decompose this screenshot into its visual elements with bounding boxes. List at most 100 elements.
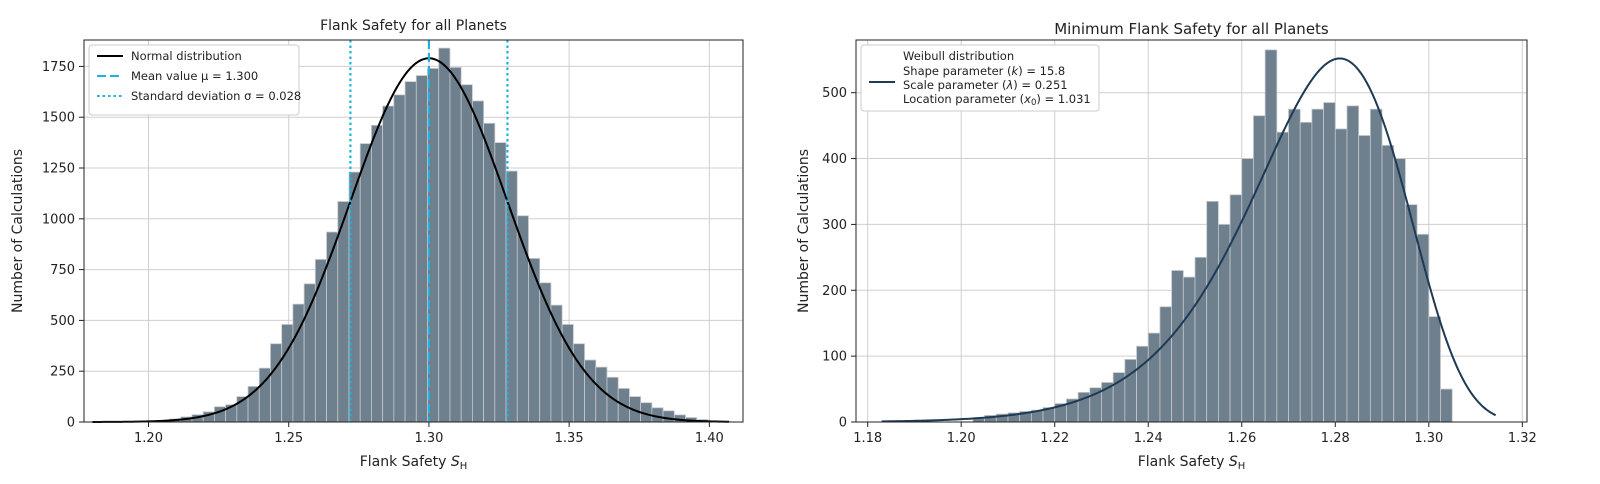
x-tick-label: 1.18 [853, 431, 882, 446]
histogram-bar [1147, 332, 1161, 423]
histogram-bar [449, 67, 462, 423]
y-tick-label: 400 [822, 152, 847, 167]
histogram-bar [662, 410, 675, 423]
histogram-bar [1311, 108, 1324, 423]
fit-curve-line [881, 57, 1497, 423]
y-tick-label: 100 [822, 350, 847, 365]
axes-frame [855, 39, 1528, 423]
x-tick-label: 1.22 [1040, 431, 1069, 446]
histogram-bar [572, 343, 585, 423]
x-tick-label: 1.32 [1508, 431, 1537, 446]
histogram-bar [1124, 359, 1137, 423]
legend-weibull-param: Location parameter (x0) = 1.031 [903, 92, 1091, 108]
histogram-bar [1171, 270, 1184, 423]
y-axis-label: Number of Calculations [796, 149, 812, 313]
histogram-bar [438, 47, 451, 423]
x-tick-label: 1.20 [134, 431, 163, 446]
legend-weibull-param: Scale parameter (λ) = 0.251 [903, 78, 1068, 92]
histogram-bar [1323, 102, 1336, 423]
histogram-bar [348, 171, 361, 423]
y-tick-label: 1500 [42, 111, 75, 126]
histogram-bar [1346, 105, 1360, 423]
histogram-bar [483, 122, 496, 423]
y-tick-label: 1250 [42, 162, 75, 177]
x-tick-label: 1.35 [555, 431, 584, 446]
x-tick-label: 1.40 [695, 431, 724, 446]
legend-mean-label: Mean value μ = 1.300 [131, 69, 258, 83]
histogram-bar [1182, 276, 1196, 423]
histogram-bar [1264, 49, 1278, 423]
chart-panel-1: 1.20 1.25 1.30 1.35 1.40 0 250 500 750 1000 1250 15… [10, 18, 744, 472]
y-tick-label: 1000 [42, 212, 75, 227]
y-tick-label: 750 [50, 263, 75, 278]
histogram-bar [415, 75, 428, 423]
histogram-bar [1381, 144, 1395, 423]
histogram-bar [471, 100, 485, 423]
histogram-bar [595, 366, 608, 423]
histogram-bar [1194, 256, 1208, 423]
histogram-bar [1393, 158, 1406, 423]
y-tick-label: 500 [822, 86, 847, 101]
histogram-bars [972, 49, 1453, 423]
x-tick-label: 1.26 [1227, 431, 1256, 446]
legend-panel-1: Normal distribution Mean value μ = 1.300 S… [88, 44, 301, 116]
histogram-bar [1136, 345, 1149, 423]
histogram-bar [303, 283, 316, 423]
histogram-bar [314, 259, 327, 423]
legend-weibull-param: Shape parameter (k) = 15.8 [903, 64, 1065, 78]
y-tick-label: 250 [50, 365, 75, 380]
legend-normal-label: Normal distribution [131, 49, 242, 63]
histogram-bar [606, 376, 619, 423]
histogram-bar [359, 143, 372, 423]
histogram-bar [1206, 200, 1219, 423]
histogram-bar [1440, 388, 1453, 423]
histogram-bars [146, 47, 731, 423]
histogram-bar [1369, 108, 1383, 423]
axes-frame [83, 39, 744, 423]
histogram-bar [584, 359, 597, 423]
histogram-bar [539, 282, 552, 423]
legend-box [88, 44, 300, 116]
x-axis-label: Flank Safety SH [360, 454, 468, 472]
histogram-bar [505, 170, 518, 423]
histogram-bar [651, 407, 664, 423]
histogram-bar [270, 343, 283, 423]
x-tick-label: 1.24 [1134, 431, 1163, 446]
fit-curve-line [92, 57, 729, 423]
chart-title: Minimum Flank Safety for all Planets [1054, 20, 1329, 38]
histogram-bar [1299, 121, 1313, 423]
x-axis-label: Flank Safety SH [1138, 454, 1246, 472]
x-tick-label: 1.30 [414, 431, 443, 446]
chart-panel-2: 1.18 1.20 1.22 1.24 1.26 1.28 1.30 1.32 0 100 200 3… [796, 20, 1537, 472]
histogram-bar [1276, 131, 1289, 423]
y-tick-label: 0 [67, 416, 75, 431]
x-tick-label: 1.30 [1414, 431, 1443, 446]
y-tick-label: 200 [822, 284, 847, 299]
y-tick-label: 300 [822, 218, 847, 233]
chart-title: Flank Safety for all Planets [320, 18, 507, 34]
histogram-bar [371, 124, 384, 423]
histogram-bar [393, 94, 406, 423]
legend-std-label: Standard deviation σ = 0.028 [131, 89, 301, 103]
histogram-bar [1229, 194, 1243, 423]
histogram-bar [1159, 306, 1173, 423]
x-tick-label: 1.25 [274, 431, 303, 446]
histogram-bar [1334, 128, 1348, 423]
legend-weibull-title: Weibull distribution [903, 49, 1014, 63]
x-tick-label: 1.20 [947, 431, 976, 446]
histogram-bar [404, 81, 417, 423]
y-tick-label: 0 [839, 416, 847, 431]
histogram-bar [1428, 316, 1441, 423]
y-tick-label: 1750 [42, 60, 75, 75]
histogram-bar [281, 324, 294, 423]
histogram-bar [1253, 115, 1266, 423]
legend-box [860, 44, 1100, 112]
y-axis-label: Number of Calculations [10, 149, 26, 313]
histogram-bar [382, 105, 395, 423]
histogram-bar [1358, 135, 1371, 423]
y-tick-label: 500 [50, 314, 75, 329]
x-tick-label: 1.28 [1321, 431, 1350, 446]
